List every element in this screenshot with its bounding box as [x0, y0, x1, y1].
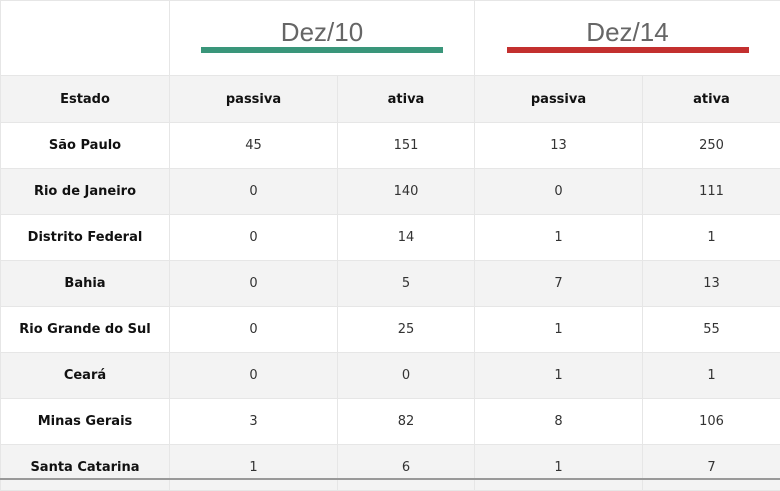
- group-title: Dez/10: [170, 17, 474, 47]
- value-cell: 25: [338, 307, 475, 353]
- value-cell: 1: [643, 353, 780, 399]
- value-cell: 55: [643, 307, 780, 353]
- value-cell: 106: [643, 399, 780, 445]
- column-header: passiva: [170, 76, 338, 123]
- group-color-bar: [507, 47, 749, 53]
- state-name-cell: Ceará: [1, 353, 170, 399]
- empty-header-cell: [1, 1, 170, 76]
- group-color-bar: [201, 47, 443, 53]
- value-cell: 151: [338, 123, 475, 169]
- state-name-cell: Distrito Federal: [1, 215, 170, 261]
- group-header-dez10: Dez/10: [170, 1, 475, 76]
- value-cell: 1: [475, 215, 643, 261]
- value-cell: 8: [475, 399, 643, 445]
- value-cell: 0: [338, 353, 475, 399]
- value-cell: 0: [170, 353, 338, 399]
- value-cell: 1: [643, 215, 780, 261]
- value-cell: 1: [475, 307, 643, 353]
- column-header: Estado: [1, 76, 170, 123]
- value-cell: 3: [170, 399, 338, 445]
- value-cell: 0: [170, 215, 338, 261]
- state-name-cell: Bahia: [1, 261, 170, 307]
- value-cell: 6: [338, 445, 475, 491]
- value-cell: 82: [338, 399, 475, 445]
- state-name-cell: São Paulo: [1, 123, 170, 169]
- column-header: passiva: [475, 76, 643, 123]
- value-cell: 111: [643, 169, 780, 215]
- value-cell: 1: [475, 353, 643, 399]
- value-cell: 13: [643, 261, 780, 307]
- value-cell: 7: [475, 261, 643, 307]
- value-cell: 13: [475, 123, 643, 169]
- value-cell: 0: [170, 307, 338, 353]
- value-cell: 1: [170, 445, 338, 491]
- value-cell: 14: [338, 215, 475, 261]
- value-cell: 250: [643, 123, 780, 169]
- value-cell: 45: [170, 123, 338, 169]
- state-name-cell: Minas Gerais: [1, 399, 170, 445]
- state-name-cell: Rio Grande do Sul: [1, 307, 170, 353]
- value-cell: 5: [338, 261, 475, 307]
- value-cell: 0: [170, 261, 338, 307]
- value-cell: 7: [643, 445, 780, 491]
- column-header: ativa: [338, 76, 475, 123]
- value-cell: 1: [475, 445, 643, 491]
- group-title: Dez/14: [475, 17, 780, 47]
- state-name-cell: Rio de Janeiro: [1, 169, 170, 215]
- column-header: ativa: [643, 76, 780, 123]
- value-cell: 0: [475, 169, 643, 215]
- value-cell: 140: [338, 169, 475, 215]
- table-bottom-border: [0, 478, 780, 480]
- state-name-cell: Santa Catarina: [1, 445, 170, 491]
- group-header-dez14: Dez/14: [475, 1, 780, 76]
- group-header-row: Dez/10 Dez/14: [1, 1, 780, 76]
- value-cell: 0: [170, 169, 338, 215]
- column-header-row: Estado passiva ativa passiva ativa: [1, 76, 780, 123]
